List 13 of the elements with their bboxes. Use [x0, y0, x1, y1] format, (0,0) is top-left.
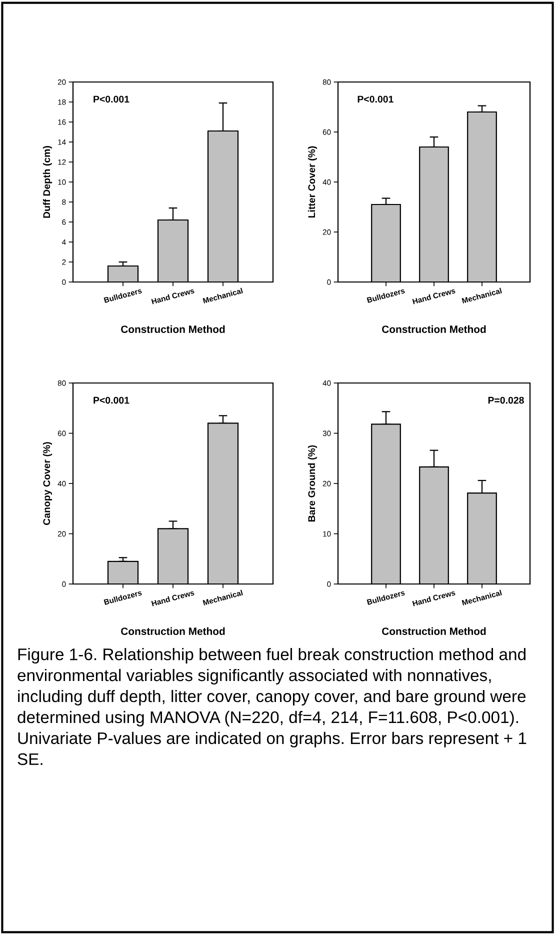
annotation: P=0.028: [488, 396, 524, 404]
annotation: P<0.001: [94, 396, 130, 404]
annotation: P<0.001: [94, 96, 130, 103]
caption: Figure 1-6. Relationship between fuel break construction method and environmental variables significantly associated with nonnatives, including duff depth, litter cover, canopy cover, and bare ground were determined using MANOVA (N=220, df=4, 214, F=11.608, P<0.001). Univariate P-values are indicated on graphs. Error bars represent + 1 SE.: [18, 648, 526, 766]
y-axis-title: Litter Cover (%): [308, 146, 318, 218]
annotation: P<0.001: [358, 96, 394, 103]
x-axis-title: Construction Method: [121, 627, 225, 635]
y-axis-title: Bare Ground (%): [308, 445, 318, 522]
y-axis-title: Canopy Cover (%): [42, 442, 52, 525]
x-axis-title: Construction Method: [121, 325, 225, 333]
x-axis-title: Construction Method: [382, 325, 486, 333]
y-axis-title: Duff Depth (cm): [42, 146, 52, 218]
x-axis-title: Construction Method: [382, 627, 486, 635]
